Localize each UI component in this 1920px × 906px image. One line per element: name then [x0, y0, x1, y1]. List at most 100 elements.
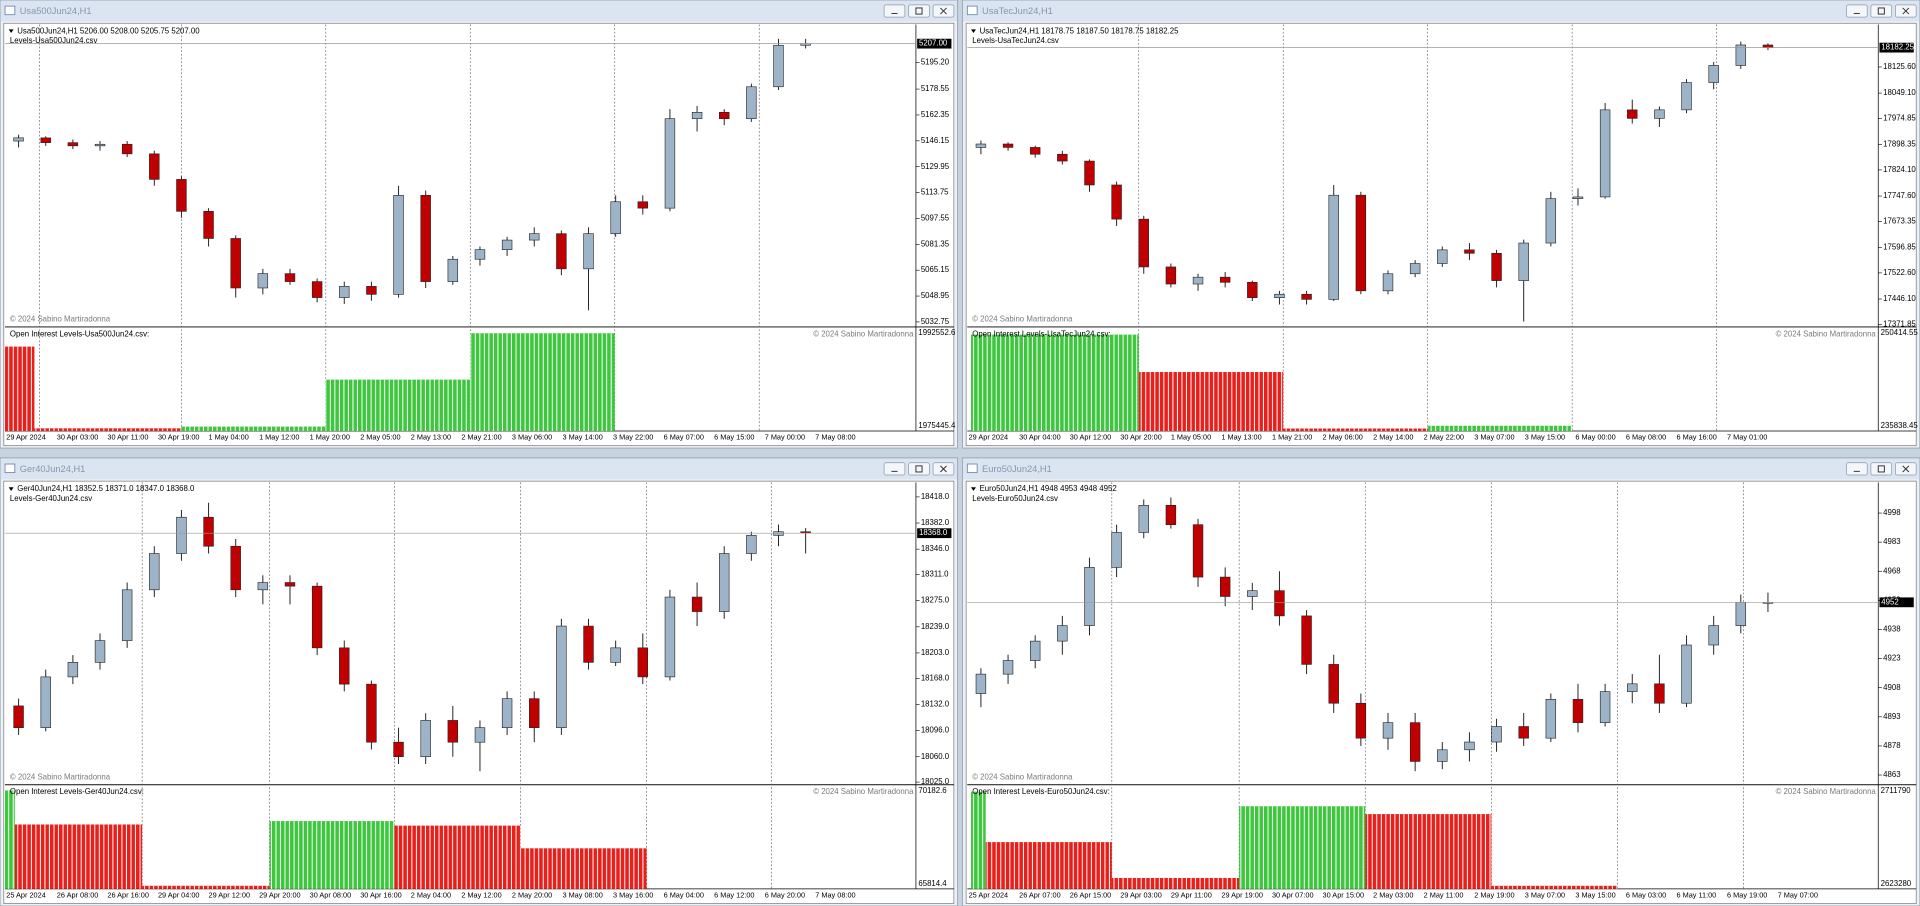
candle-body: [719, 553, 730, 612]
candle-body: [1219, 576, 1231, 597]
candle-body: [501, 698, 513, 728]
candle-body: [1165, 504, 1177, 525]
candle-body: [773, 44, 784, 88]
candle-body: [1002, 660, 1014, 675]
minimize-button[interactable]: [883, 462, 906, 476]
candle-body: [583, 625, 594, 663]
candle-body: [746, 86, 757, 120]
time-label: 1 May 04:00: [209, 433, 249, 442]
candle-body: [1328, 194, 1339, 300]
candle-body: [393, 195, 404, 295]
time-label: 30 Apr 08:00: [310, 891, 352, 900]
levels-file: Levels-Euro50Jun24.csv: [972, 494, 1058, 503]
time-label: 30 Apr 20:00: [1120, 433, 1162, 442]
candle-body: [1111, 184, 1122, 220]
time-label: 2 May 19:00: [1474, 891, 1514, 900]
candle-body: [230, 545, 241, 591]
time-label: 6 May 12:00: [714, 891, 754, 900]
time-label: 1 May 20:00: [310, 433, 350, 442]
y-tick-label: 17974.85: [1883, 114, 1916, 123]
candle-body: [1029, 147, 1041, 155]
candle-body: [1735, 602, 1747, 626]
candle-body: [691, 596, 703, 612]
candle-body: [1599, 109, 1611, 198]
oi-bar-stripes: [1283, 428, 1428, 431]
time-label: 3 May 07:00: [1474, 433, 1514, 442]
candle-body: [1382, 273, 1394, 292]
levels-file: Levels-Ger40Jun24.csv: [10, 494, 92, 503]
oi-copyright: © 2024 Sabino Martiradonna: [1776, 787, 1877, 796]
candle-body: [121, 143, 133, 155]
title-bar: [963, 458, 1920, 480]
oi-copyright: © 2024 Sabino Martiradonna: [1776, 329, 1877, 338]
window-title: Euro50Jun24,H1: [982, 464, 1052, 474]
minimize-button[interactable]: [1846, 462, 1868, 476]
minimize-button[interactable]: [883, 4, 906, 18]
candle-body: [1599, 691, 1611, 723]
chart-window: Usa500Jun24,H1 5195.20 5178.55 5162.35 5146.…: [0, 0, 959, 449]
candle-body: [1572, 196, 1584, 199]
maximize-button[interactable]: [1870, 462, 1893, 476]
candle-body: [1247, 590, 1258, 597]
candle-body: [1192, 276, 1204, 285]
time-label: 3 May 16:00: [613, 891, 653, 900]
oi-axis-min: 235838.45: [1881, 421, 1919, 430]
maximize-button[interactable]: [1870, 4, 1893, 18]
y-tick-label: 18125.60: [1883, 62, 1916, 71]
candle-body: [1437, 249, 1448, 264]
time-label: 1 May 21:00: [1272, 433, 1312, 442]
time-label: 2 May 22:00: [1424, 433, 1464, 442]
maximize-button[interactable]: [908, 462, 930, 476]
candle-body: [1681, 82, 1692, 111]
time-label: 29 Apr 03:00: [1120, 891, 1162, 900]
oi-bar-stripes: [269, 821, 395, 889]
oi-axis-max: 1992552.6: [918, 328, 956, 337]
y-tick-label: 4908: [1883, 683, 1901, 692]
candle-body: [1029, 640, 1041, 661]
window-title: Usa500Jun24,H1: [20, 6, 92, 16]
time-label: 6 May 03:00: [1626, 891, 1666, 900]
candle-body: [637, 201, 649, 209]
time-label: 26 Apr 08:00: [57, 891, 99, 900]
candle-body: [420, 195, 431, 282]
candle-body: [203, 516, 214, 547]
candle-body: [1708, 625, 1719, 646]
y-tick-label: 17596.85: [1883, 243, 1916, 252]
time-label: 3 May 07:00: [1525, 891, 1565, 900]
candle-body: [1002, 143, 1014, 148]
window-title: UsaTecJun24,H1: [982, 6, 1053, 16]
copyright: © 2024 Sabino Martiradonna: [10, 773, 111, 782]
candle-body: [1654, 109, 1665, 119]
time-label: 6 May 00:00: [1575, 433, 1615, 442]
y-tick-label: 4863: [1883, 770, 1901, 779]
minimize-button[interactable]: [1846, 4, 1868, 18]
time-label: 6 May 04:00: [664, 891, 704, 900]
candle-body: [121, 589, 133, 641]
candle-body: [583, 233, 594, 270]
oi-axis-min: 1975445.4: [918, 421, 956, 430]
y-tick-label: 18311.0: [921, 570, 949, 579]
candle-body: [474, 249, 486, 260]
maximize-button[interactable]: [908, 4, 930, 18]
oi-bar-stripes: [1111, 877, 1240, 889]
time-label: 30 Apr 03:00: [57, 433, 99, 442]
candle-body: [94, 640, 106, 663]
collapse-arrow: [8, 29, 14, 34]
maximize-glyph: [1877, 465, 1885, 473]
collapse-arrow: [971, 29, 976, 34]
last-price-box: [917, 38, 952, 49]
time-label: 3 May 22:00: [613, 433, 653, 442]
oi-bar-stripes: [470, 333, 615, 431]
oi-axis-max: 70182.6: [918, 786, 947, 795]
candle-body: [1545, 699, 1557, 739]
time-label: 7 May 01:00: [1727, 433, 1767, 442]
time-label: 26 Apr 07:00: [1019, 891, 1061, 900]
time-label: 30 Apr 12:00: [1070, 433, 1112, 442]
chart-window: UsaTecJun24,H1 18125.60 18049.10 17974.85 17…: [961, 0, 1920, 449]
symbol-header: Ger40Jun24,H1 18352.5 18371.0 18347.0 18…: [17, 484, 195, 493]
y-tick-label: 5162.35: [921, 110, 950, 119]
time-label: 3 May 15:00: [1525, 433, 1565, 442]
close-glyph: [940, 465, 947, 473]
y-tick-label: 4983: [1883, 537, 1901, 546]
y-tick-label: 4923: [1883, 654, 1901, 663]
